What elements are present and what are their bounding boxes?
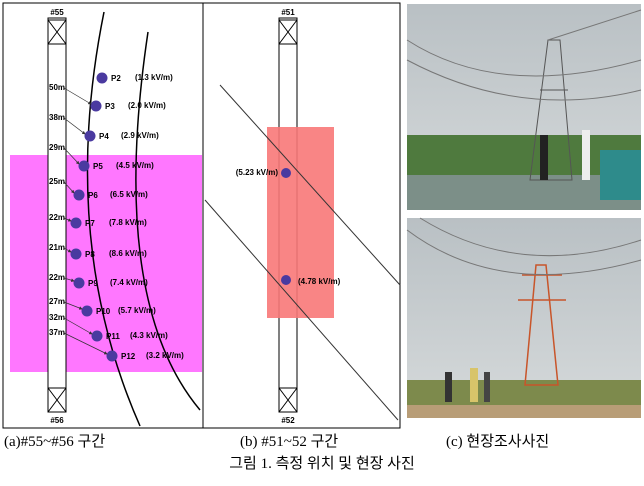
distance-label: 32m xyxy=(49,313,65,322)
point-label: P8 xyxy=(85,250,95,259)
distance-label: 27m xyxy=(49,297,65,306)
diagram: #55 #56 (5.23 kV/m) (4.78 kV/m) #51 #52 … xyxy=(0,0,644,430)
point-label: P7 xyxy=(85,219,95,228)
point xyxy=(74,278,85,289)
value-label: (1.3 kV/m) xyxy=(135,73,173,82)
zone xyxy=(267,127,334,318)
value-label: (7.8 kV/m) xyxy=(109,218,147,227)
value-label: (2.0 kV/m) xyxy=(128,101,166,110)
caption: (a)#55~#56 구간 xyxy=(4,430,105,451)
tower-label: #56 xyxy=(50,416,64,425)
point-label: P10 xyxy=(96,307,111,316)
caption: (b) #51~52 구간 xyxy=(240,430,338,451)
value-label: (5.23 kV/m) xyxy=(236,168,279,177)
value-label: (3.2 kV/m) xyxy=(146,351,184,360)
point-label: P5 xyxy=(93,162,103,171)
point-label: P11 xyxy=(106,332,120,341)
photo xyxy=(407,4,641,210)
point-label: P6 xyxy=(88,191,98,200)
value-label: (8.6 kV/m) xyxy=(109,249,147,258)
point xyxy=(79,161,90,172)
point-label: P12 xyxy=(121,352,136,361)
value-label: (5.7 kV/m) xyxy=(118,306,156,315)
value-label: (4.3 kV/m) xyxy=(130,331,168,340)
point xyxy=(97,73,108,84)
value-label: (4.78 kV/m) xyxy=(298,277,341,286)
tower-label: #52 xyxy=(281,416,295,425)
distance-label: 29m xyxy=(49,143,65,152)
point xyxy=(82,306,93,317)
distance-label: 22m xyxy=(49,213,65,222)
point xyxy=(74,190,85,201)
point xyxy=(85,131,96,142)
distance-label: 22m xyxy=(49,273,65,282)
photo xyxy=(407,218,641,418)
value-label: (2.9 kV/m) xyxy=(121,131,159,140)
value-label: (6.5 kV/m) xyxy=(110,190,148,199)
point-label: P2 xyxy=(111,74,121,83)
point xyxy=(71,218,82,229)
point xyxy=(92,331,103,342)
tower-label: #51 xyxy=(281,8,295,17)
distance-label: 21m xyxy=(49,243,65,252)
distance-label: 38m xyxy=(49,113,65,122)
point-label: P9 xyxy=(88,279,98,288)
point xyxy=(107,351,118,362)
value-label: (7.4 kV/m) xyxy=(110,278,148,287)
distance-label: 25m xyxy=(49,177,65,186)
figure: #55 #56 (5.23 kV/m) (4.78 kV/m) #51 #52 … xyxy=(0,0,644,486)
point xyxy=(281,168,291,178)
distance-label: 50m xyxy=(49,83,65,92)
point xyxy=(71,249,82,260)
point-label: P4 xyxy=(99,132,109,141)
value-label: (4.5 kV/m) xyxy=(116,161,154,170)
tower-label: #55 xyxy=(50,8,64,17)
caption: (c) 현장조사사진 xyxy=(446,430,549,451)
point xyxy=(281,275,291,285)
point-label: P3 xyxy=(105,102,115,111)
point xyxy=(91,101,102,112)
distance-label: 37m xyxy=(49,328,65,337)
figure-caption: 그림 1. 측정 위치 및 현장 사진 xyxy=(0,452,644,473)
